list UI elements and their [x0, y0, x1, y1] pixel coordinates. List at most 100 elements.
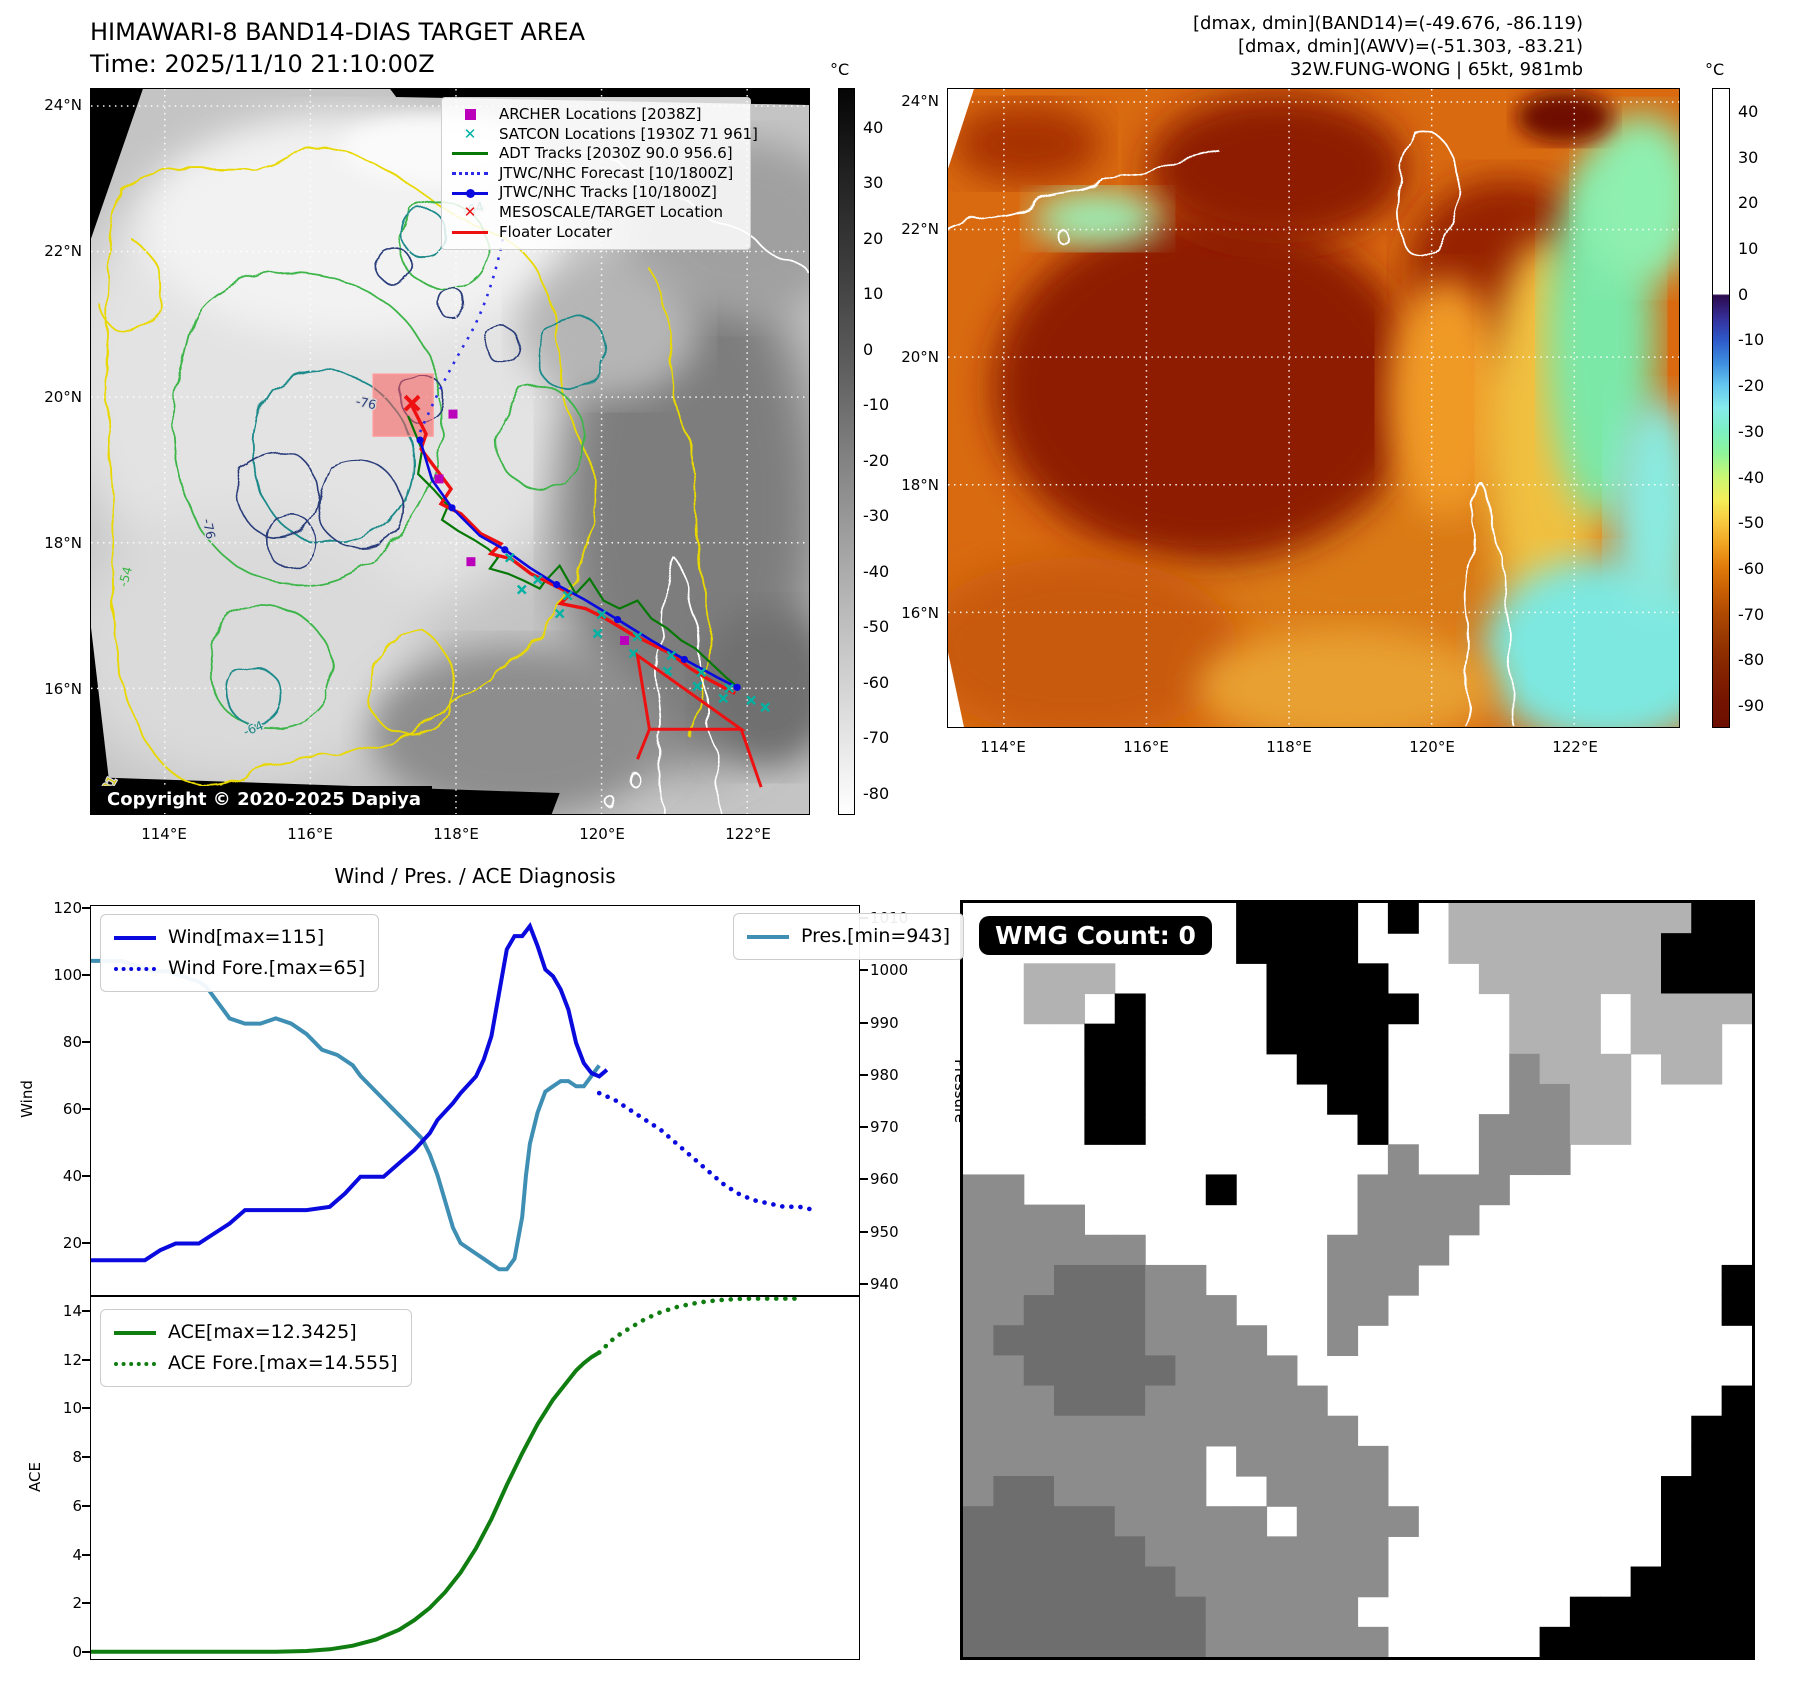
pressure-ytick: 940 — [870, 1274, 899, 1293]
pressure-ytick-mark — [860, 1282, 868, 1285]
band14-map-xtick: 122°E — [725, 825, 771, 843]
jtwc-track-point — [501, 546, 509, 554]
awv-colorbar-tick: -50 — [1738, 513, 1765, 533]
map-legend-item: ✕ SATCON Locations [1930Z 71 961] — [450, 125, 758, 145]
band14-colorbar-tick: -30 — [863, 506, 890, 526]
map-legend-label: JTWC/NHC Forecast [10/1800Z] — [499, 163, 734, 182]
water-vapor-imagery — [948, 89, 1679, 727]
pressure-legend: Pres.[min=943] — [733, 913, 964, 960]
contour-label: -54 — [115, 565, 135, 589]
ace-ytick-mark — [82, 1407, 90, 1410]
wmg-mask-image — [963, 903, 1752, 1657]
ace-ytick-mark — [82, 1650, 90, 1653]
archer-marker — [466, 557, 476, 567]
archer-marker — [448, 409, 458, 419]
chart-legend-label: Wind Fore.[max=65] — [168, 957, 366, 979]
dotted-marker-icon — [450, 164, 490, 183]
ace-ytick-mark — [82, 1504, 90, 1507]
wind-ytick-mark — [82, 1041, 90, 1044]
awv-map-ytick: 16°N — [901, 604, 939, 622]
map-legend-item: JTWC/NHC Forecast [10/1800Z] — [450, 164, 742, 184]
band14-colorbar-tick: 30 — [863, 173, 884, 193]
wind-ytick-mark — [82, 1174, 90, 1177]
pressure-ytick-mark — [860, 1230, 868, 1233]
map-legend: ARCHER Locations [2038Z] ✕ SATCON Location… — [441, 97, 758, 251]
band14-colorbar-tick: -70 — [863, 728, 890, 748]
satcon-marker — [632, 631, 643, 642]
awv-colorbar-tick: 40 — [1738, 101, 1759, 121]
ace-ytick-mark — [82, 1553, 90, 1556]
map-legend-label: MESOSCALE/TARGET Location — [499, 202, 724, 221]
wind-ytick-mark — [82, 1107, 90, 1110]
contour-label: -76 — [355, 393, 378, 412]
satcon-marker — [516, 584, 527, 595]
band14-colorbar-tick: 40 — [863, 117, 884, 137]
pressure-ytick-mark — [860, 1178, 868, 1181]
wmg-mask-grid — [963, 903, 1752, 1657]
ace-legend: ACE[max=12.3425] ACE Fore.[max=14.555] — [100, 1309, 412, 1387]
pressure-ytick: 1000 — [870, 961, 909, 980]
wind-ytick: 80 — [62, 1033, 82, 1052]
x-marker-icon: ✕ — [463, 203, 477, 222]
map-legend-label: ADT Tracks [2030Z 90.0 956.6] — [499, 144, 733, 163]
pressure-ytick: 950 — [870, 1222, 899, 1241]
awv-colorbar-tick: -70 — [1738, 604, 1765, 624]
satcon-marker — [746, 695, 756, 706]
awv-colorbar-tick: -30 — [1738, 421, 1765, 441]
band14-colorbar-tick: 20 — [863, 228, 884, 248]
band14-map-ytick: 20°N — [44, 388, 82, 406]
awv-colorbar — [1712, 88, 1730, 728]
pressure-ytick-mark — [860, 1073, 868, 1076]
awv-colorbar-tick: -60 — [1738, 559, 1765, 578]
satcon-marker — [696, 667, 707, 678]
satcon-marker — [760, 702, 770, 713]
band14-map-xtick: 116°E — [287, 825, 333, 843]
satcon-marker — [592, 628, 603, 639]
ace-ytick-mark — [82, 1358, 90, 1361]
awv-map-xtick: 116°E — [1123, 738, 1169, 756]
ace-ytick: 4 — [72, 1545, 82, 1564]
jtwc-track-point — [613, 615, 622, 624]
awv-map-xtick: 114°E — [980, 738, 1026, 756]
solid-line-swatch-icon — [114, 935, 156, 940]
band14-map-ytick: 24°N — [44, 96, 82, 114]
floater-track — [410, 405, 736, 695]
wmg-count-badge: WMG Count: 0 — [979, 916, 1212, 955]
awv-satellite-image — [948, 89, 1679, 727]
wind-ytick-mark — [82, 974, 90, 977]
awv-map-ytick: 22°N — [901, 220, 939, 238]
awv-map-xtick: 122°E — [1552, 738, 1598, 756]
ace-ytick: 14 — [62, 1302, 82, 1321]
band14-colorbar-tick: -50 — [863, 617, 890, 637]
target-x-marker — [403, 394, 421, 412]
jtwc-forecast-track — [418, 228, 507, 433]
series-wind-fore-max-65- — [596, 1090, 818, 1213]
awv-colorbar-tick: 30 — [1738, 147, 1759, 167]
satcon-marker — [596, 609, 607, 620]
map-legend-item: ✕ MESOSCALE/TARGET Location — [450, 203, 742, 223]
band14-colorbar-tick: -20 — [863, 450, 890, 470]
chart-legend-label: ACE[max=12.3425] — [168, 1321, 357, 1343]
chart-legend-item: Wind[max=115] — [114, 922, 365, 953]
awv-colorbar-tick: 0 — [1738, 284, 1749, 304]
pressure-ytick-mark — [860, 969, 868, 972]
satcon-marker — [562, 590, 573, 601]
band14-map-panel: -64-76-76-54-64-31 ARCHER Locations [203… — [90, 88, 810, 815]
wind-ytick: 120 — [53, 899, 82, 918]
pressure-ytick: 980 — [870, 1065, 899, 1084]
chart-legend-label: ACE Fore.[max=14.555] — [168, 1352, 398, 1374]
satcon-marker — [724, 683, 735, 694]
ace-ytick-mark — [82, 1310, 90, 1313]
storm-id-intensity: 32W.FUNG-WONG | 65kt, 981mb — [1289, 59, 1583, 80]
ace-ytick: 2 — [72, 1594, 82, 1613]
adt-track — [407, 415, 740, 690]
right-info-block: [dmax, dmin](BAND14)=(-49.676, -86.119) … — [1193, 12, 1583, 81]
map-legend-item: ADT Tracks [2030Z 90.0 956.6] — [450, 144, 742, 164]
wind-ytick: 40 — [62, 1166, 82, 1185]
map-legend-label: SATCON Locations [1930Z 71 961] — [499, 124, 758, 143]
map-legend-label: ARCHER Locations [2038Z] — [499, 105, 702, 123]
band14-colorbar-tick: -80 — [863, 783, 890, 803]
ace-ytick: 10 — [62, 1399, 82, 1418]
solid-line-swatch-icon — [747, 934, 789, 939]
line-dot-marker-icon — [450, 184, 490, 203]
